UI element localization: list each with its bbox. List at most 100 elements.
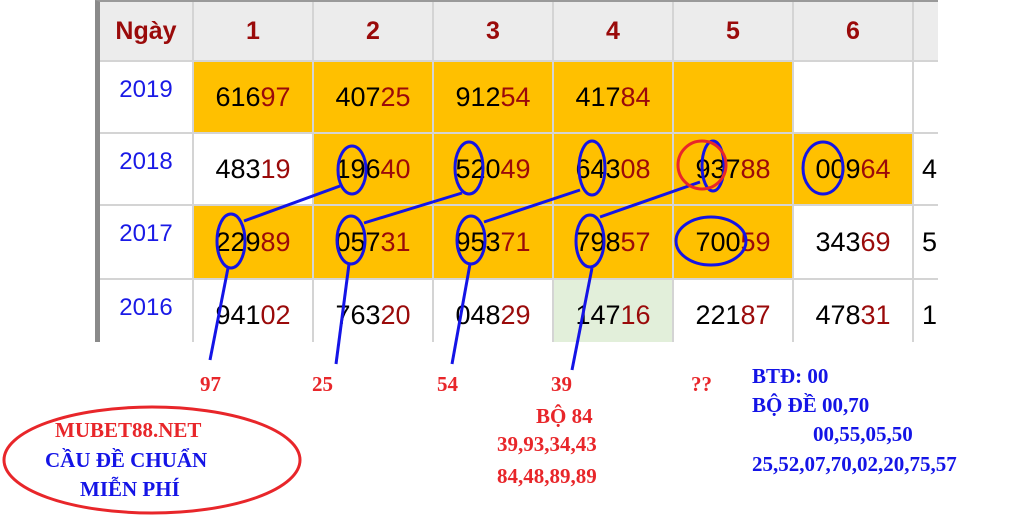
result-cell: 763 20 — [314, 280, 432, 342]
row-year: 2018 — [100, 134, 192, 204]
result-cell — [914, 62, 938, 132]
number-tail: 57 — [620, 226, 651, 257]
circle-mark — [674, 215, 748, 267]
header-date: Ngày — [100, 2, 192, 60]
result-cell: 417 84 — [554, 62, 672, 132]
circle-mark — [335, 214, 367, 266]
circle-mark — [801, 140, 845, 196]
logo-ellipse — [2, 405, 302, 515]
connector-line — [570, 267, 594, 371]
result-cell: 953 71 — [434, 206, 552, 278]
number-head: 343 — [815, 226, 861, 257]
number-tail: 19 — [260, 153, 291, 184]
result-label: 54 — [437, 372, 458, 396]
results-table: Ngày 1 2 3 4 5 6 2019 616 97 407 25 912 54 417 84 2018 48… — [95, 0, 938, 342]
number-tail: 54 — [500, 81, 531, 112]
result-cell: 798 57 — [554, 206, 672, 278]
btd-text: BTĐ: 00 — [752, 364, 829, 388]
logo-site: MUBET88.NET — [55, 418, 202, 442]
connector-line — [334, 263, 351, 365]
number-head: 483 — [215, 153, 261, 184]
number-tail: 97 — [260, 81, 291, 112]
result-cell: 937 88 — [674, 134, 792, 204]
result-cell — [674, 62, 792, 132]
number-tail: 69 — [860, 226, 891, 257]
number-head: 941 — [215, 299, 261, 330]
bo-line: 39,93,34,43 — [497, 432, 597, 456]
number-head: 478 — [815, 299, 861, 330]
bo-de-line: 00,55,05,50 — [813, 422, 913, 446]
result-label: 25 — [312, 372, 333, 396]
number-tail: 02 — [260, 299, 291, 330]
result-cell — [794, 62, 912, 132]
bo-de-text: BỘ ĐỀ 00,70 — [752, 393, 870, 417]
result-cell: 057 31 — [314, 206, 432, 278]
bo-de-line: 25,52,07,70,02,20,75,57 — [752, 452, 957, 476]
circle-mark — [455, 214, 487, 266]
result-cell: 048 29 — [434, 280, 552, 342]
number-head: 643 — [575, 153, 621, 184]
result-cell: 941 02 — [194, 280, 312, 342]
number-tail: 16 — [620, 299, 651, 330]
header-col: 5 — [674, 2, 792, 60]
number-tail: 49 — [500, 153, 531, 184]
header-col: 1 — [194, 2, 312, 60]
result-label: 39 — [551, 372, 572, 396]
bo-title: BỘ 84 — [536, 404, 593, 428]
number-head: 009 — [815, 153, 861, 184]
circle-mark — [336, 144, 368, 196]
red-circle-mark — [676, 139, 728, 191]
number-head: 221 — [695, 299, 741, 330]
number-head: 229 — [215, 226, 261, 257]
number-head: 520 — [455, 153, 501, 184]
header-col: 3 — [434, 2, 552, 60]
number-head: 196 — [335, 153, 381, 184]
connector-line — [243, 184, 341, 223]
number-head: 616 — [215, 81, 261, 112]
number-tail: 71 — [500, 226, 531, 257]
number-tail: 31 — [860, 299, 891, 330]
result-cell: 478 31 — [794, 280, 912, 342]
number-head: 912 — [455, 81, 501, 112]
number-tail: 88 — [740, 153, 771, 184]
connector-line — [450, 263, 472, 365]
header-col: 2 — [314, 2, 432, 60]
number-tail: 20 — [380, 299, 411, 330]
bo-line: 84,48,89,89 — [497, 464, 597, 488]
result-label: 97 — [200, 372, 221, 396]
result-cell: 407 25 — [314, 62, 432, 132]
result-cell: 5 — [914, 206, 938, 278]
logo-line: MIỄN PHÍ — [80, 477, 180, 501]
result-label: ?? — [691, 372, 712, 396]
number-head: 700 — [695, 226, 741, 257]
number-tail: 29 — [500, 299, 531, 330]
number-head: 407 — [335, 81, 381, 112]
result-cell: 912 54 — [434, 62, 552, 132]
number-tail: 40 — [380, 153, 411, 184]
connector-line — [363, 191, 463, 225]
circle-mark — [215, 212, 247, 270]
number-head: 798 — [575, 226, 621, 257]
connector-line — [483, 188, 581, 224]
row-year: 2016 — [100, 280, 192, 342]
number-head: 953 — [455, 226, 501, 257]
number-head: 417 — [575, 81, 621, 112]
number-tail: 64 — [860, 153, 891, 184]
row-year: 2019 — [100, 62, 192, 132]
header-col — [914, 2, 938, 60]
result-cell: 1 — [914, 280, 938, 342]
circle-mark — [577, 139, 607, 197]
result-cell: 221 87 — [674, 280, 792, 342]
circle-mark — [453, 140, 485, 196]
circle-mark — [700, 139, 726, 193]
number-tail: 89 — [260, 226, 291, 257]
result-cell: 343 69 — [794, 206, 912, 278]
connector-line — [599, 180, 701, 219]
number-tail: 31 — [380, 226, 411, 257]
header-col: 6 — [794, 2, 912, 60]
result-cell: 4 — [914, 134, 938, 204]
result-cell: 196 40 — [314, 134, 432, 204]
logo-line: CẦU ĐỀ CHUẨN — [45, 448, 208, 472]
circle-mark — [574, 213, 606, 269]
result-cell: 483 19 — [194, 134, 312, 204]
